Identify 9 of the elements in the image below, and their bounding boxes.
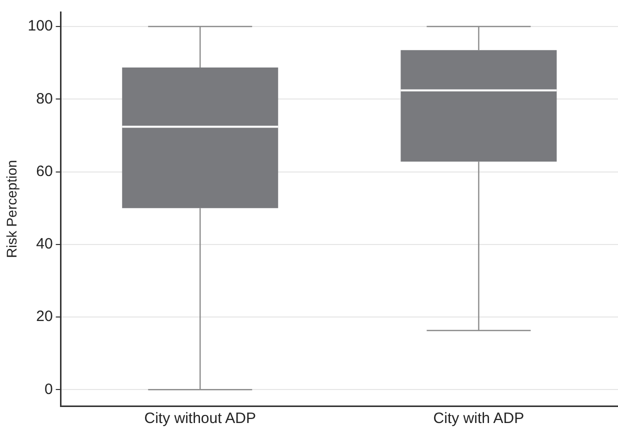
x-tick-label: City with ADP (433, 410, 524, 428)
y-tick-label: 40 (36, 236, 53, 253)
y-tick-label: 60 (36, 162, 53, 180)
y-tick-label: 20 (36, 308, 53, 326)
y-tick-label: 100 (28, 18, 53, 35)
x-tick-label: City without ADP (144, 410, 256, 428)
y-tick-label: 0 (44, 380, 53, 398)
y-axis-title: Risk Perception (3, 160, 20, 258)
y-tick-label: 80 (36, 90, 53, 108)
